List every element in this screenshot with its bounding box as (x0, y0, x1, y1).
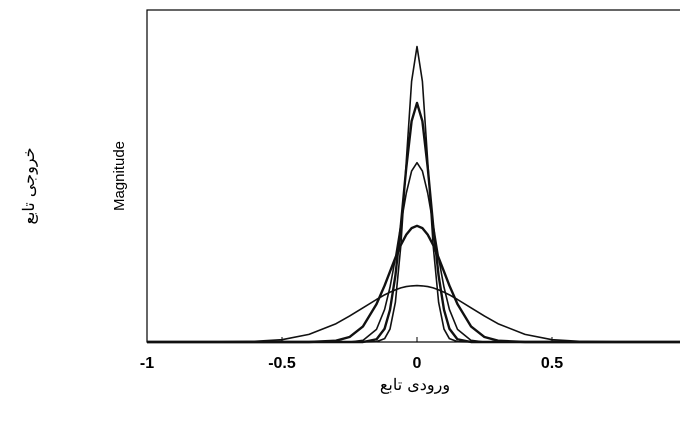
x-label: ورودی تابع (380, 375, 450, 394)
series-line (147, 224, 680, 344)
x-tick-label: 0 (413, 355, 422, 372)
series-line (147, 161, 680, 343)
series-line (147, 101, 680, 344)
x-tick-label: -1 (140, 355, 154, 372)
series-line (147, 284, 680, 343)
plot-frame (146, 9, 680, 343)
y-label-outer: خروجی تابع (19, 147, 38, 224)
series-line (147, 45, 680, 343)
x-tick-label: -0.5 (268, 355, 296, 372)
y-label: Magnitude (111, 141, 128, 211)
x-tick-label: 0.5 (541, 355, 563, 372)
